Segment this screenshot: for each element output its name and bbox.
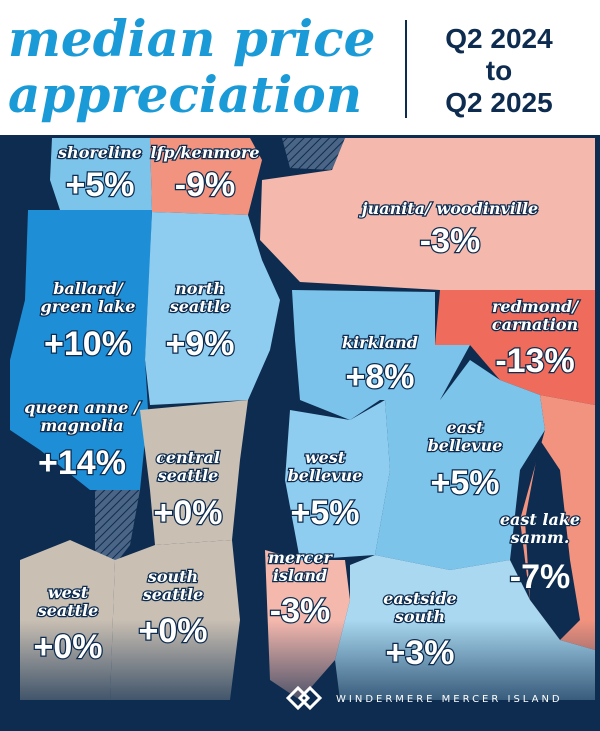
region-name: shoreline	[57, 143, 142, 162]
region-name: juanita/ woodinville	[359, 199, 538, 218]
region-name: carnation	[492, 315, 578, 334]
region	[375, 360, 545, 570]
region-name: redmond/	[492, 297, 580, 316]
region-name: west	[48, 583, 89, 602]
map: WINDERMERE MERCER ISLAND	[0, 135, 600, 731]
lake	[525, 440, 580, 640]
region-change: +5%	[66, 166, 135, 204]
region-change: -9%	[175, 166, 235, 204]
region-name: ballard/	[53, 279, 125, 298]
region-change: -13%	[495, 342, 574, 380]
region-name: mercer	[268, 548, 333, 567]
period: to	[486, 55, 512, 86]
region-change: +9%	[166, 325, 235, 363]
region	[285, 400, 390, 560]
region-name: lfp/kenmore	[150, 143, 259, 162]
region-name: east	[447, 418, 485, 437]
title: median price	[8, 9, 375, 68]
region	[50, 138, 152, 210]
region-name: eastside	[383, 589, 456, 608]
region-name: seattle	[169, 297, 231, 316]
region-name: seattle	[142, 585, 204, 604]
logo	[285, 685, 323, 711]
region	[10, 210, 152, 360]
region	[260, 138, 595, 290]
region-change: +8%	[346, 358, 415, 396]
region-name: magnolia	[40, 416, 123, 435]
region	[145, 212, 280, 405]
region-name: north	[175, 279, 225, 298]
region-change: -3%	[270, 592, 330, 630]
region-name: south	[394, 607, 445, 626]
footer-fade	[0, 620, 600, 731]
region-name: bellevue	[428, 436, 503, 455]
region-name: central	[156, 448, 220, 467]
period: Q2 2024	[445, 23, 553, 54]
region-change: +0%	[139, 612, 208, 650]
title: appreciation	[8, 65, 362, 124]
region	[292, 290, 470, 420]
region-name: bellevue	[288, 466, 363, 485]
region-name: east lake	[500, 510, 580, 529]
brand: WINDERMERE MERCER ISLAND	[336, 694, 563, 705]
region-change: +0%	[154, 494, 223, 532]
region-name: samm.	[510, 528, 570, 547]
region-name: island	[273, 566, 327, 585]
region-change: +10%	[44, 325, 132, 363]
region-change: -7%	[510, 558, 570, 596]
region-change: +14%	[38, 444, 126, 482]
region-name: south	[147, 567, 198, 586]
region-name: seattle	[157, 466, 219, 485]
region-name: west	[305, 448, 346, 467]
region	[10, 360, 148, 490]
region	[435, 290, 595, 405]
region-name: green lake	[41, 297, 136, 316]
period: Q2 2025	[445, 87, 552, 118]
region-change: +5%	[431, 464, 500, 502]
region-change: +3%	[386, 634, 455, 672]
region	[140, 400, 248, 545]
region-change: +5%	[291, 494, 360, 532]
region-change: -3%	[420, 222, 480, 260]
labels: shoreline +5% lfp/kenmore -9% juanita/ woodi…	[23, 142, 581, 674]
region-name: kirkland	[342, 333, 418, 352]
region	[150, 138, 262, 215]
region-name: queen anne /	[24, 398, 142, 417]
region	[282, 138, 345, 170]
region-change: +0%	[34, 628, 103, 666]
region-name: seattle	[37, 601, 99, 620]
